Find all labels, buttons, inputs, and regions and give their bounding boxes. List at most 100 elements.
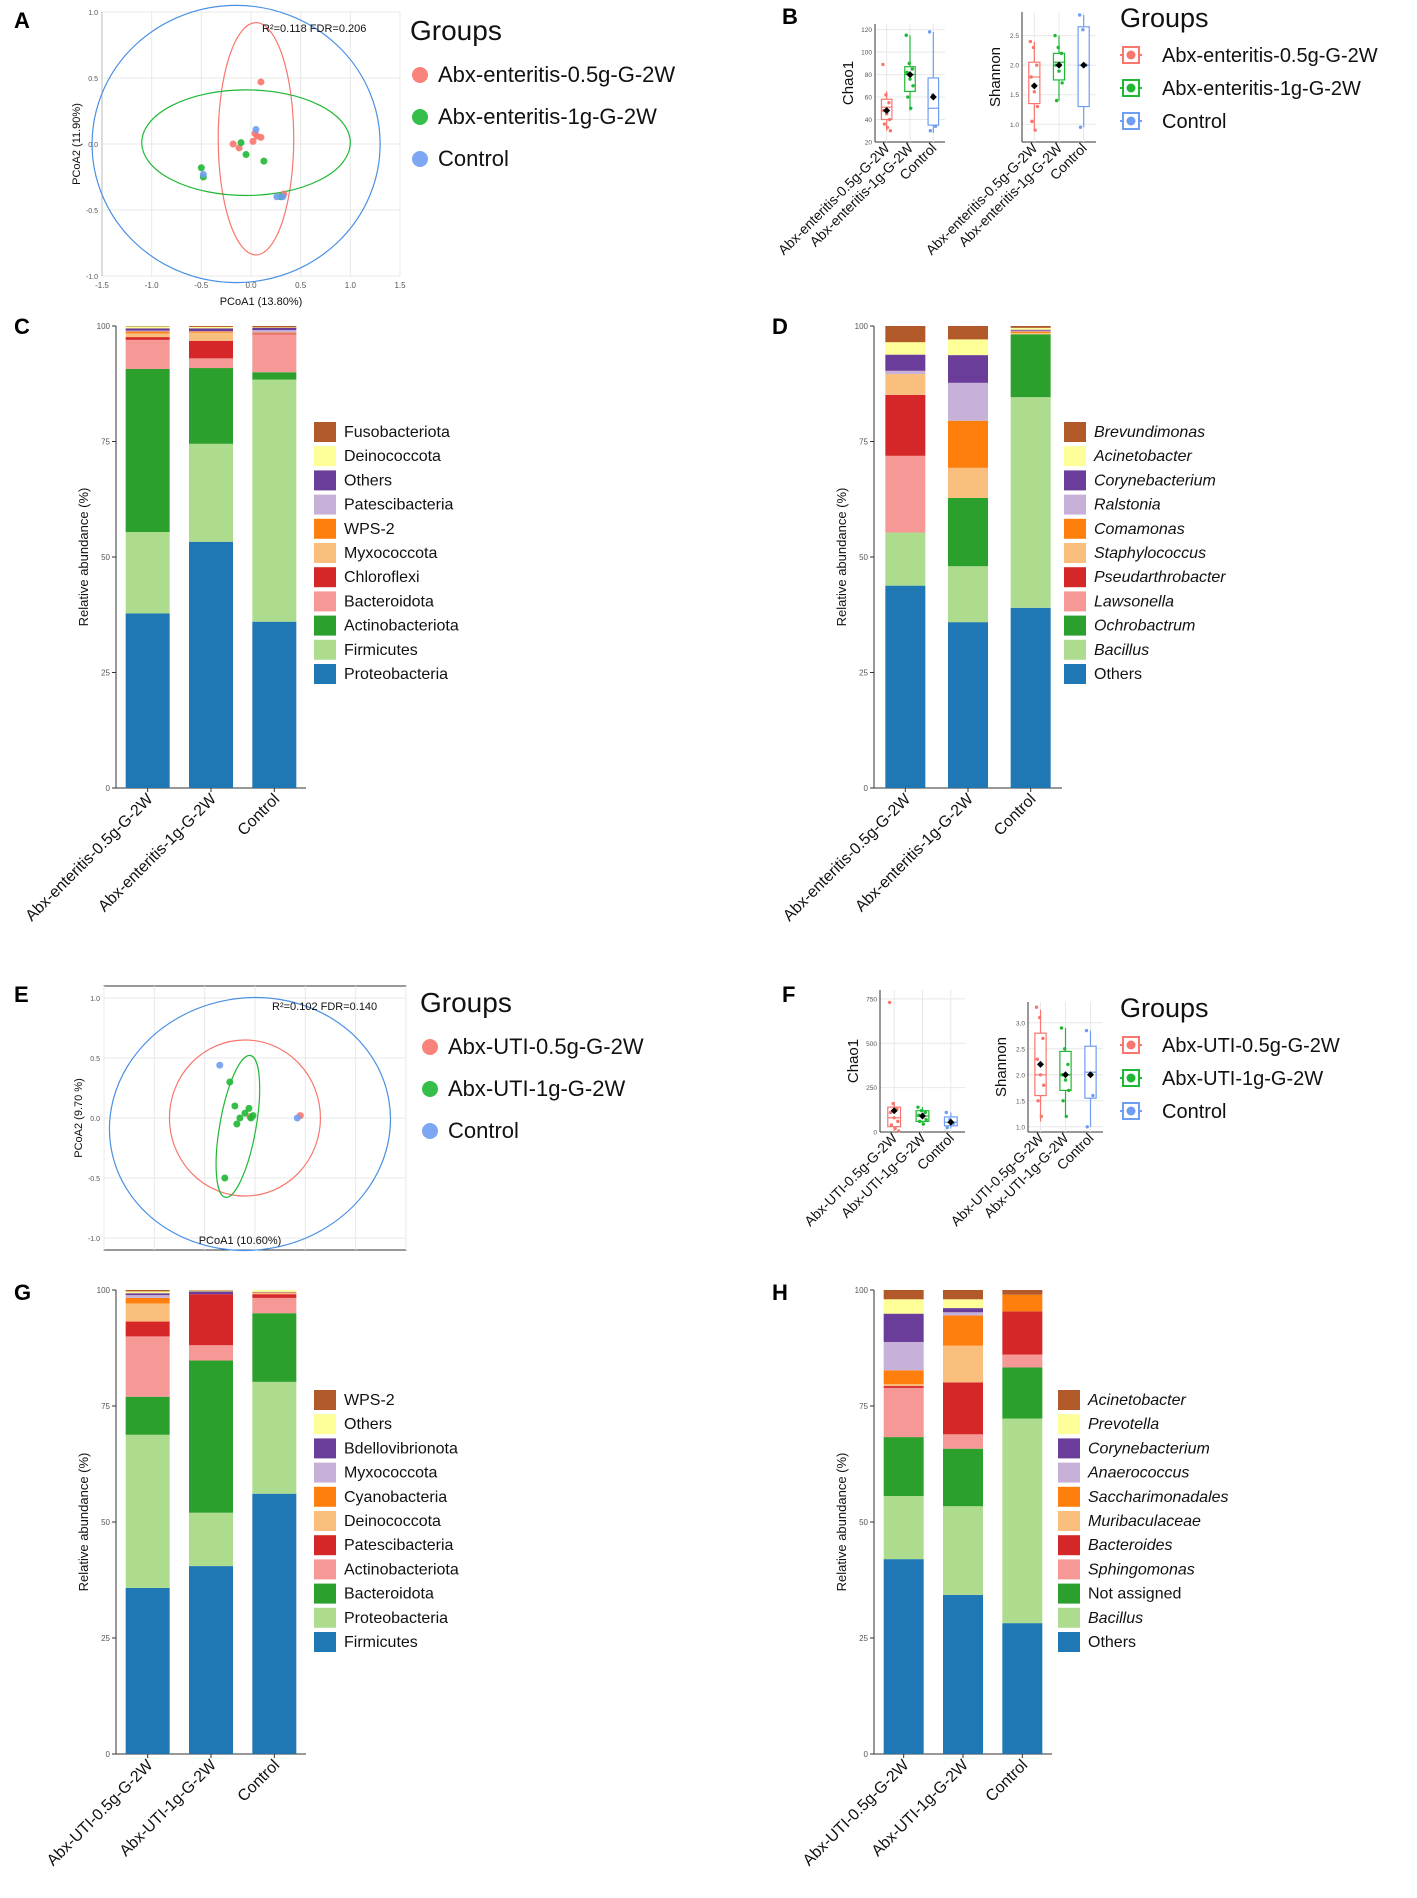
sample-point	[910, 67, 914, 71]
y-tick-label: 40	[865, 117, 873, 124]
bar-segment	[943, 1506, 983, 1595]
legend-swatch	[314, 518, 336, 539]
bar-segment	[883, 1370, 924, 1385]
bar-segment	[883, 1559, 924, 1754]
bar-segment	[883, 1387, 924, 1438]
bar-segment	[252, 1292, 297, 1295]
boxplot-f2: 1.0 1.5 2.0 2.5 3.0 Abx-UTI-0.5g-G-2W Abx-UTI-…	[947, 993, 1340, 1229]
legend-title: Groups	[410, 15, 502, 46]
panel-label-e: E	[14, 982, 29, 1007]
legend-label: Firmicutes	[344, 1634, 418, 1651]
bar-segment	[948, 497, 988, 567]
panel-label-g: G	[14, 1280, 31, 1305]
y-tick-label: 0.5	[90, 1056, 100, 1063]
bar-segment	[883, 1384, 924, 1387]
panel-label-h: H	[772, 1280, 788, 1305]
mean-marker	[1055, 61, 1063, 69]
y-tick-label: 120	[861, 27, 872, 34]
legend-label: WPS-2	[344, 1392, 395, 1409]
bar-segment	[883, 1496, 924, 1560]
bar-segment	[252, 1381, 297, 1494]
bar-segment	[948, 420, 988, 468]
legend-swatch	[1058, 1559, 1080, 1580]
panel-label-d: D	[772, 314, 788, 339]
sample-point	[236, 1114, 244, 1122]
mean-marker	[1037, 1060, 1044, 1068]
x-tick-label: 0.0	[245, 281, 257, 290]
y-tick-label: 1.0	[90, 996, 100, 1003]
legend-label: Not assigned	[1088, 1586, 1181, 1603]
legend-label: Deinococcota	[344, 448, 441, 465]
bar-segment	[252, 372, 297, 380]
bar-segment	[885, 354, 926, 371]
sample-point	[918, 1119, 922, 1124]
bar-segment	[252, 1313, 297, 1382]
legend-label: WPS-2	[344, 521, 395, 538]
sample-point	[909, 106, 913, 110]
bar-segment	[189, 326, 233, 329]
sample-point	[242, 151, 250, 159]
bar-segment	[125, 613, 170, 788]
x-tick-label: Abx-enteritis-0.5g-G-2W	[775, 139, 894, 258]
sample-point	[904, 33, 908, 37]
bar-segment	[125, 1297, 170, 1304]
sample-point	[921, 1122, 926, 1126]
panel-label-a: A	[14, 8, 30, 33]
x-tick-label: Abx-enteritis-1g-G-2W	[95, 790, 220, 915]
sample-point	[923, 1110, 927, 1115]
legend-title: Groups	[1120, 3, 1209, 33]
y-tick-label: 2.5	[1016, 1046, 1025, 1053]
bar-segment	[125, 1291, 170, 1294]
panel-label-f: F	[782, 982, 795, 1007]
sample-point	[1042, 1083, 1046, 1087]
bar-segment	[189, 443, 233, 542]
stats-annotation: R²=0.118 FDR=0.206	[262, 23, 366, 35]
legend-swatch	[1064, 615, 1086, 636]
legend-label: Abx-enteritis-0.5g-G-2W	[438, 62, 675, 87]
bar-segment	[885, 585, 926, 788]
mean-marker	[1062, 1071, 1069, 1079]
sample-point	[273, 193, 281, 201]
sample-point	[1064, 1114, 1069, 1119]
confidence-ellipse	[91, 4, 381, 284]
legend-swatch	[1064, 639, 1086, 660]
y-tick-label: 500	[866, 1041, 877, 1048]
bar-segment	[883, 1299, 924, 1314]
y-tick-label: 0	[106, 784, 111, 793]
sample-point	[1041, 1036, 1045, 1041]
sample-point	[1067, 1088, 1071, 1093]
bar-segment	[885, 455, 926, 533]
legend-swatch	[314, 1632, 336, 1652]
mean-marker	[1087, 1071, 1094, 1079]
bar-segment	[948, 339, 988, 356]
boxplot-f1: 0250500750Abx-UTI-0.5g-G-2WAbx-UTI-1g-G-…	[801, 990, 965, 1229]
sample-point	[260, 157, 268, 165]
bar-segment	[948, 467, 988, 498]
legend-swatch	[422, 1123, 438, 1139]
legend-swatch	[1064, 494, 1086, 515]
sample-point	[1059, 51, 1064, 56]
sample-point	[887, 100, 891, 105]
sample-point	[1081, 28, 1085, 32]
bar-segment	[943, 1312, 983, 1316]
bar-segment	[189, 541, 233, 788]
sample-point	[881, 62, 885, 67]
legend-dot	[1126, 1073, 1136, 1083]
pcoa-e: -1.0 -0.5 0.0 0.5 1.0 R²=0.102 FDR=0.140 PCoA1…	[73, 985, 644, 1252]
y-tick-label: 0	[106, 1750, 111, 1759]
sample-point	[1035, 63, 1039, 67]
legend-swatch	[314, 1559, 336, 1580]
y-tick-label: 2.0	[1016, 1072, 1025, 1079]
sample-point	[1085, 1125, 1089, 1129]
legend-swatch	[1064, 567, 1086, 588]
legend-swatch	[314, 494, 336, 515]
legend-label: Proteobacteria	[344, 1610, 448, 1627]
legend-swatch	[314, 470, 336, 491]
legend-swatch	[1064, 518, 1086, 539]
bar-segment	[125, 1396, 170, 1435]
legend-label: Patescibacteria	[344, 497, 453, 514]
legend-swatch	[314, 543, 336, 563]
legend-label: Acinetobacter	[1087, 1392, 1187, 1409]
sample-point	[885, 125, 890, 130]
